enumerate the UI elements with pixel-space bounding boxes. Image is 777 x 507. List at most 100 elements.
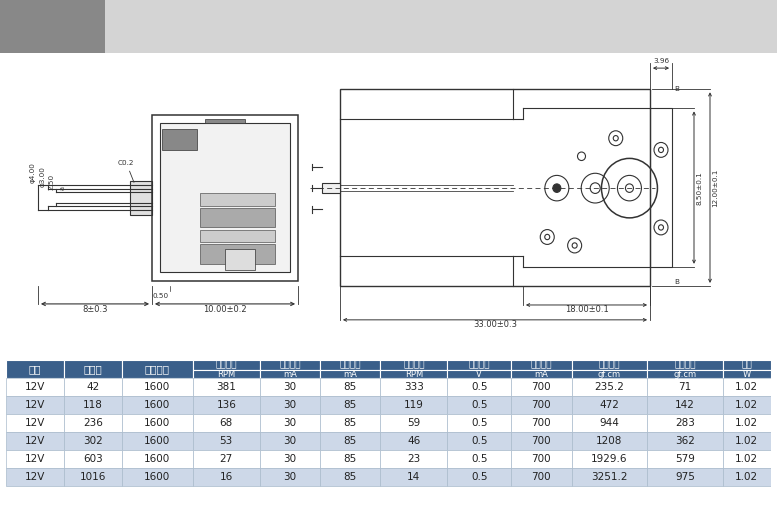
Text: mA: mA xyxy=(535,370,549,379)
Text: 1600: 1600 xyxy=(145,436,170,446)
Bar xyxy=(448,396,511,414)
Bar xyxy=(260,432,320,450)
Bar xyxy=(64,414,122,432)
Bar xyxy=(193,378,260,396)
Bar xyxy=(511,378,572,396)
Text: B: B xyxy=(674,279,679,285)
Bar xyxy=(647,378,723,396)
Bar xyxy=(122,396,193,414)
Text: 0.5: 0.5 xyxy=(471,400,487,410)
Bar xyxy=(322,183,340,194)
Text: 944: 944 xyxy=(600,418,619,428)
Bar xyxy=(260,378,320,396)
Bar xyxy=(647,360,723,371)
Text: 1.02: 1.02 xyxy=(735,454,758,464)
Bar xyxy=(160,123,290,272)
Bar xyxy=(647,371,723,378)
Text: 30: 30 xyxy=(284,473,296,482)
Text: B: B xyxy=(674,87,679,92)
Text: 1.02: 1.02 xyxy=(735,418,758,428)
Text: 空载转速: 空载转速 xyxy=(215,360,237,370)
Bar xyxy=(6,468,64,486)
Text: 12V: 12V xyxy=(25,382,45,392)
Bar xyxy=(122,360,193,378)
Text: 85: 85 xyxy=(343,473,357,482)
Bar xyxy=(64,360,122,378)
Bar xyxy=(225,248,255,270)
Text: 283: 283 xyxy=(675,418,695,428)
Text: 119: 119 xyxy=(404,400,423,410)
Text: RPM: RPM xyxy=(217,370,235,379)
Bar xyxy=(723,468,771,486)
Text: 1208: 1208 xyxy=(596,436,622,446)
Text: 362: 362 xyxy=(675,436,695,446)
Bar xyxy=(122,468,193,486)
Text: gf.cm: gf.cm xyxy=(674,370,696,379)
Bar xyxy=(381,468,448,486)
Bar xyxy=(572,450,647,468)
Text: 85: 85 xyxy=(343,382,357,392)
Bar xyxy=(381,450,448,468)
Bar xyxy=(6,432,64,450)
Bar xyxy=(723,396,771,414)
Bar xyxy=(152,115,298,280)
Text: 700: 700 xyxy=(531,454,551,464)
Text: 1016: 1016 xyxy=(80,473,106,482)
Text: 85: 85 xyxy=(343,400,357,410)
Text: 0.5: 0.5 xyxy=(471,454,487,464)
Text: 23: 23 xyxy=(407,454,420,464)
Bar xyxy=(200,244,275,264)
Bar xyxy=(448,450,511,468)
Text: C0.2: C0.2 xyxy=(118,160,134,183)
Text: 12V: 12V xyxy=(25,473,45,482)
Text: 减速比: 减速比 xyxy=(83,364,103,374)
Text: 12V: 12V xyxy=(25,400,45,410)
Bar xyxy=(200,194,275,206)
Bar xyxy=(6,414,64,432)
Bar xyxy=(572,378,647,396)
Text: 0.5: 0.5 xyxy=(471,382,487,392)
Bar xyxy=(572,468,647,486)
Bar xyxy=(193,360,260,371)
Text: 1600: 1600 xyxy=(145,382,170,392)
Bar xyxy=(448,378,511,396)
Text: 603: 603 xyxy=(83,454,103,464)
Bar xyxy=(381,360,448,371)
Text: 700: 700 xyxy=(531,418,551,428)
Bar xyxy=(320,432,381,450)
Text: φ3.00: φ3.00 xyxy=(40,166,46,187)
Bar xyxy=(64,468,122,486)
Bar xyxy=(572,414,647,432)
Bar xyxy=(381,371,448,378)
Bar xyxy=(511,414,572,432)
Bar xyxy=(381,378,448,396)
Bar xyxy=(381,432,448,450)
Text: 14: 14 xyxy=(407,473,420,482)
Text: 700: 700 xyxy=(531,436,551,446)
Text: 电机转速: 电机转速 xyxy=(145,364,170,374)
Bar xyxy=(193,396,260,414)
Text: 42: 42 xyxy=(86,382,99,392)
Text: 27: 27 xyxy=(220,454,233,464)
Text: 1600: 1600 xyxy=(145,473,170,482)
Bar xyxy=(723,378,771,396)
Text: 2.50: 2.50 xyxy=(48,174,54,190)
Text: 59: 59 xyxy=(407,418,420,428)
Bar xyxy=(340,89,650,286)
Bar xyxy=(162,129,197,150)
Bar xyxy=(200,208,275,228)
Bar xyxy=(260,360,320,371)
Text: 起动电压: 起动电压 xyxy=(469,360,490,370)
Text: 8.50±0.1: 8.50±0.1 xyxy=(696,171,702,205)
Text: 1.02: 1.02 xyxy=(735,382,758,392)
Bar xyxy=(193,450,260,468)
Bar xyxy=(320,360,381,371)
Text: 30: 30 xyxy=(284,454,296,464)
Bar xyxy=(64,396,122,414)
Bar xyxy=(320,396,381,414)
Text: 85: 85 xyxy=(343,436,357,446)
Bar xyxy=(64,432,122,450)
Bar xyxy=(723,432,771,450)
Bar xyxy=(320,371,381,378)
Text: 118: 118 xyxy=(83,400,103,410)
